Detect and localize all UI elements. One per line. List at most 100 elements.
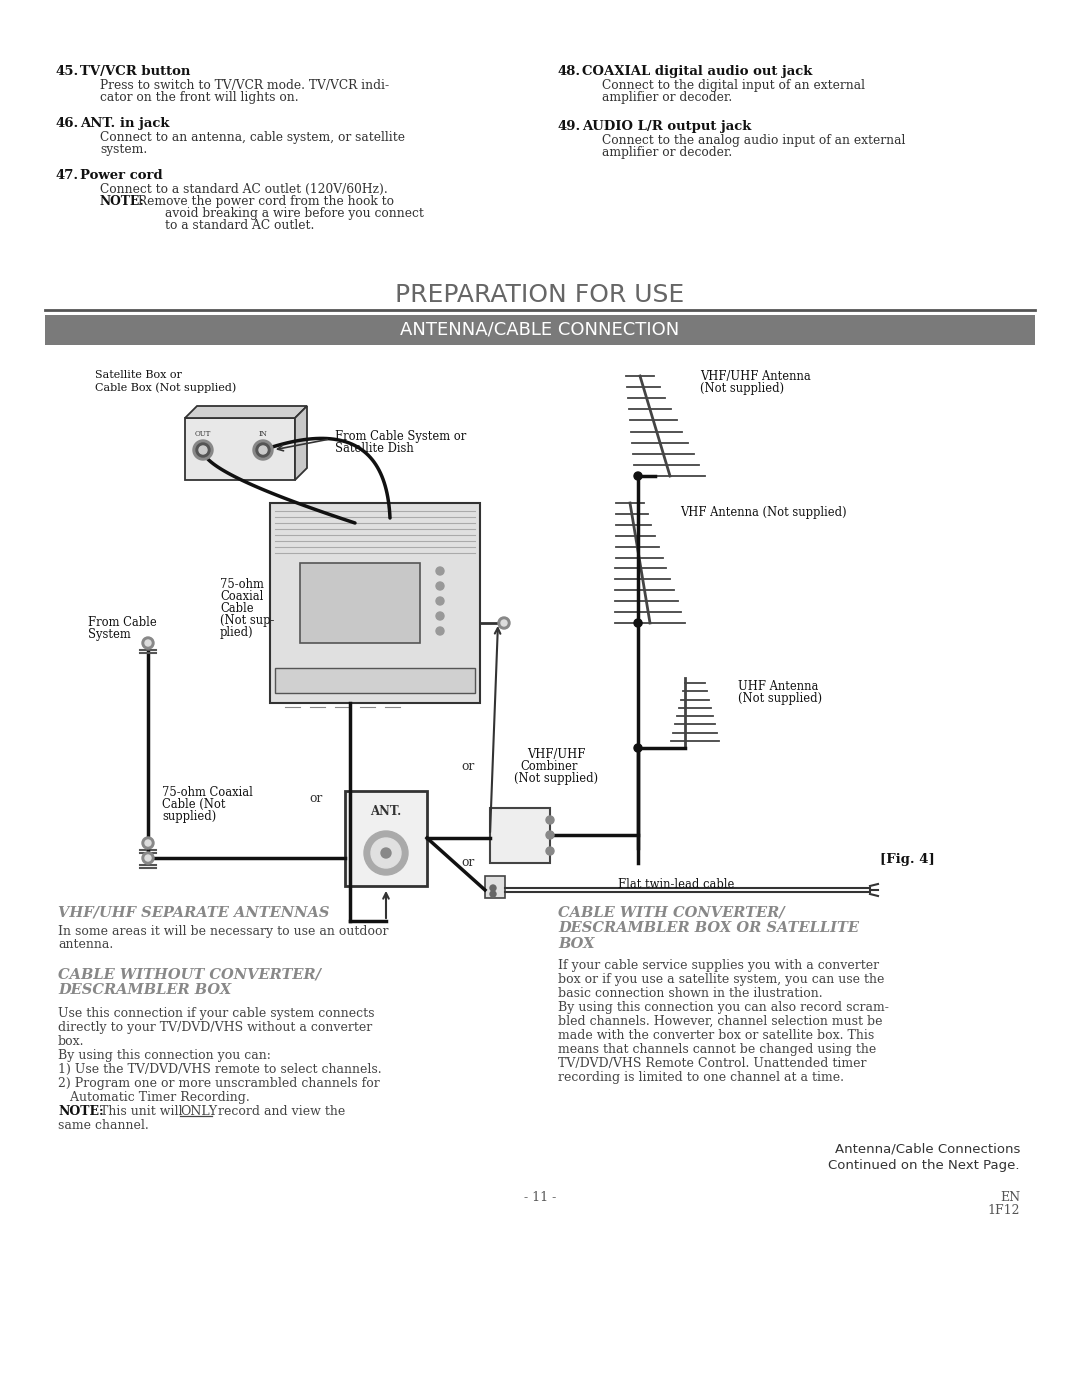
Text: CABLE WITH CONVERTER/: CABLE WITH CONVERTER/ [558, 905, 785, 919]
Text: Cable (Not: Cable (Not [162, 798, 226, 812]
Text: Power cord: Power cord [80, 169, 163, 182]
Text: system.: system. [100, 142, 147, 156]
Text: 75-ohm: 75-ohm [220, 578, 264, 591]
Circle shape [141, 852, 154, 863]
Circle shape [259, 446, 267, 454]
Circle shape [634, 619, 642, 627]
Circle shape [490, 886, 496, 891]
Text: amplifier or decoder.: amplifier or decoder. [602, 91, 732, 103]
Polygon shape [295, 407, 307, 481]
Text: Antenna/Cable Connections: Antenna/Cable Connections [835, 1143, 1020, 1155]
Text: Satellite Dish: Satellite Dish [335, 441, 414, 455]
Bar [185, 418, 295, 481]
Text: TV/DVD/VHS Remote Control. Unattended timer: TV/DVD/VHS Remote Control. Unattended ti… [558, 1058, 866, 1070]
Bar [45, 314, 1035, 345]
Text: CABLE WITHOUT CONVERTER/: CABLE WITHOUT CONVERTER/ [58, 967, 321, 981]
Text: supplied): supplied) [162, 810, 216, 823]
Circle shape [634, 472, 642, 481]
Text: (Not sup-: (Not sup- [220, 615, 274, 627]
Text: ANT.: ANT. [370, 805, 402, 819]
Text: or: or [461, 760, 474, 773]
Text: VHF Antenna (Not supplied): VHF Antenna (Not supplied) [680, 506, 847, 520]
Text: DESCRAMBLER BOX: DESCRAMBLER BOX [58, 983, 231, 997]
Bar [300, 563, 420, 643]
Text: (Not supplied): (Not supplied) [514, 773, 598, 785]
Circle shape [145, 855, 151, 861]
Text: antenna.: antenna. [58, 937, 113, 951]
Text: made with the converter box or satellite box. This: made with the converter box or satellite… [558, 1030, 874, 1042]
Text: PREPARATION FOR USE: PREPARATION FOR USE [395, 284, 685, 307]
Circle shape [436, 627, 444, 636]
Text: DESCRAMBLER BOX OR SATELLITE: DESCRAMBLER BOX OR SATELLITE [558, 921, 859, 935]
Circle shape [145, 840, 151, 847]
Text: AUDIO L/R output jack: AUDIO L/R output jack [582, 120, 752, 133]
Text: Coaxial: Coaxial [220, 590, 264, 604]
Bar [485, 876, 505, 898]
Text: 49.: 49. [558, 120, 581, 133]
Text: TV/VCR button: TV/VCR button [80, 66, 190, 78]
Circle shape [436, 597, 444, 605]
Circle shape [195, 443, 210, 457]
Text: same channel.: same channel. [58, 1119, 149, 1132]
Bar [490, 807, 550, 863]
Bar [275, 668, 475, 693]
Text: ANTENNA/CABLE CONNECTION: ANTENNA/CABLE CONNECTION [401, 320, 679, 338]
Text: Connect to an antenna, cable system, or satellite: Connect to an antenna, cable system, or … [100, 131, 405, 144]
Circle shape [145, 640, 151, 645]
Circle shape [546, 816, 554, 824]
Text: NOTE:: NOTE: [58, 1105, 104, 1118]
Text: 1F12: 1F12 [987, 1204, 1020, 1217]
Text: From Cable System or: From Cable System or [335, 430, 467, 443]
Circle shape [436, 612, 444, 620]
Text: (Not supplied): (Not supplied) [738, 692, 822, 705]
Text: or: or [309, 792, 323, 805]
Text: Cable: Cable [220, 602, 254, 615]
Text: plied): plied) [220, 626, 254, 638]
Text: bled channels. However, channel selection must be: bled channels. However, channel selectio… [558, 1016, 882, 1028]
Circle shape [372, 838, 401, 868]
Circle shape [364, 831, 408, 875]
Text: or: or [461, 856, 474, 869]
Bar [345, 791, 427, 886]
Circle shape [436, 583, 444, 590]
Polygon shape [185, 407, 307, 418]
Text: VHF/UHF: VHF/UHF [527, 747, 585, 761]
Text: Connect to the analog audio input of an external: Connect to the analog audio input of an … [602, 134, 905, 147]
Text: NOTE:: NOTE: [100, 196, 145, 208]
Text: System: System [87, 629, 131, 641]
Text: - 11 -: - 11 - [524, 1192, 556, 1204]
Text: VHF/UHF Antenna: VHF/UHF Antenna [700, 370, 811, 383]
Text: record and view the: record and view the [214, 1105, 346, 1118]
Text: Connect to the digital input of an external: Connect to the digital input of an exter… [602, 80, 865, 92]
Text: recording is limited to one channel at a time.: recording is limited to one channel at a… [558, 1071, 843, 1084]
Text: COAXIAL digital audio out jack: COAXIAL digital audio out jack [582, 66, 812, 78]
Text: VHF/UHF SEPARATE ANTENNAS: VHF/UHF SEPARATE ANTENNAS [58, 905, 329, 919]
Text: By using this connection you can:: By using this connection you can: [58, 1049, 271, 1062]
Text: 75-ohm Coaxial: 75-ohm Coaxial [162, 787, 253, 799]
Text: By using this connection you can also record scram-: By using this connection you can also re… [558, 1002, 889, 1014]
Circle shape [546, 831, 554, 840]
Circle shape [546, 847, 554, 855]
Text: ANT. in jack: ANT. in jack [80, 117, 170, 130]
Text: (Not supplied): (Not supplied) [700, 381, 784, 395]
Text: Press to switch to TV/VCR mode. TV/VCR indi-: Press to switch to TV/VCR mode. TV/VCR i… [100, 80, 389, 92]
Text: means that channels cannot be changed using the: means that channels cannot be changed us… [558, 1044, 876, 1056]
Circle shape [436, 567, 444, 576]
Text: [Fig. 4]: [Fig. 4] [880, 854, 935, 866]
Text: 48.: 48. [558, 66, 581, 78]
Text: 46.: 46. [55, 117, 78, 130]
Text: avoid breaking a wire before you connect: avoid breaking a wire before you connect [165, 207, 423, 219]
Circle shape [634, 745, 642, 752]
Circle shape [501, 620, 507, 626]
Circle shape [141, 637, 154, 650]
Text: BOX: BOX [558, 937, 594, 951]
Text: directly to your TV/DVD/VHS without a converter: directly to your TV/DVD/VHS without a co… [58, 1021, 373, 1034]
Text: Flat twin-lead cable: Flat twin-lead cable [618, 877, 734, 891]
Text: box.: box. [58, 1035, 84, 1048]
Circle shape [253, 440, 273, 460]
Bar [270, 503, 480, 703]
Circle shape [498, 617, 510, 629]
Text: 45.: 45. [55, 66, 78, 78]
Text: Cable Box (Not supplied): Cable Box (Not supplied) [95, 381, 237, 393]
Circle shape [381, 848, 391, 858]
